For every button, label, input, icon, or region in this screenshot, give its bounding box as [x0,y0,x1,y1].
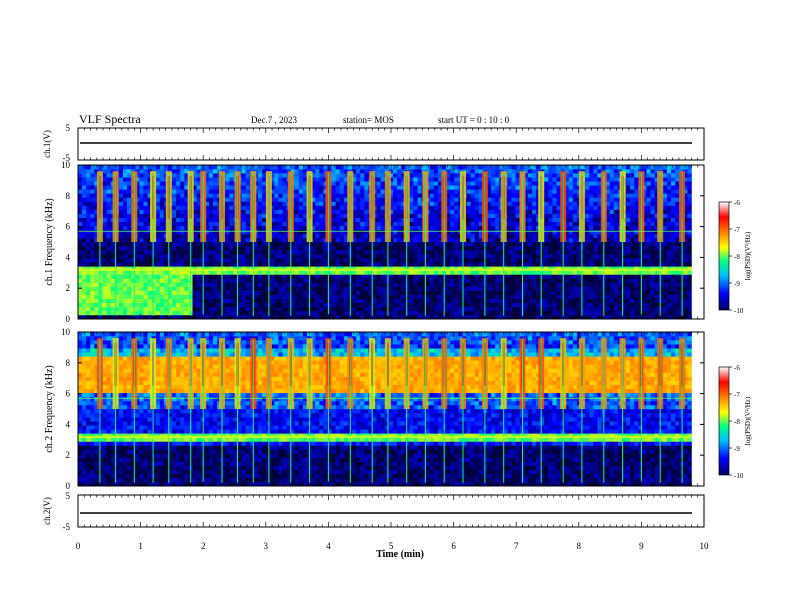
voltage-panel-ch2 [77,494,705,528]
ytick-label: 0 [66,481,71,491]
voltage-ch1-ytick-top: 5 [66,123,71,133]
xtick-label: 8 [577,541,582,551]
xtick-label: 0 [76,541,81,551]
xtick-label: 3 [264,541,269,551]
spectrogram-ch2-ylabel: ch.2 Frequency (kHz) [44,365,55,452]
voltage-ch2-ylabel: ch.2(V) [42,497,52,525]
voltage-ch1-ytick-bottom: -5 [63,153,71,163]
colorbar-tick-label: -7 [734,226,740,234]
ytick-label: 10 [61,160,71,170]
colorbar-ch1 [718,201,730,311]
voltage-ch1-ylabel: ch.1(V) [42,130,52,158]
colorbar-tick-label: -10 [734,307,744,315]
header-date: Dec.7 , 2023 [251,115,297,125]
voltage-ch2-ytick-top: 5 [66,491,71,501]
colorbar-tick-label: -9 [734,280,740,288]
ytick-label: 0 [66,314,71,324]
colorbar-tick-label: -10 [734,472,744,480]
ytick-label: 6 [66,389,71,399]
header-start-time: start UT = 0 : 10 : 0 [438,115,510,125]
voltage-ch2-ytick-bottom: -5 [63,522,71,532]
colorbar-ch2 [718,366,730,476]
x-axis-label: Time (min) [376,549,424,560]
xtick-label: 2 [201,541,206,551]
colorbar-tick-label: -6 [734,199,740,207]
ytick-label: 2 [66,450,71,460]
colorbar-tick-label: -9 [734,445,740,453]
xtick-label: 1 [138,541,143,551]
colorbar-tick-label: -7 [734,391,740,399]
xtick-label: 10 [700,541,710,551]
spectrogram-ch1-ylabel: ch.1 Frequency (kHz) [44,198,55,285]
xtick-label: 7 [514,541,519,551]
xtick-label: 5 [389,541,394,551]
voltage-panel-ch1 [77,127,705,161]
ytick-label: 6 [66,222,71,232]
header-station: station= MOS [343,115,394,125]
ytick-label: 4 [66,252,71,262]
colorbar-ch1-label: log(PSD)(V²/Hz) [744,231,752,280]
ytick-label: 10 [61,327,71,337]
ytick-label: 8 [66,358,71,368]
colorbar-ch2-label: log(PSD)(V²/Hz) [744,396,752,445]
ytick-label: 2 [66,283,71,293]
colorbar-tick-label: -8 [734,418,740,426]
xtick-label: 9 [639,541,644,551]
ytick-label: 8 [66,191,71,201]
spectrogram-panel-ch2 [77,331,705,487]
spectrogram-panel-ch1 [77,164,705,320]
xtick-label: 6 [451,541,456,551]
xtick-label: 4 [326,541,331,551]
chart-title: VLF Spectra [79,112,141,126]
ytick-label: 4 [66,419,71,429]
colorbar-tick-label: -6 [734,364,740,372]
colorbar-tick-label: -8 [734,253,740,261]
